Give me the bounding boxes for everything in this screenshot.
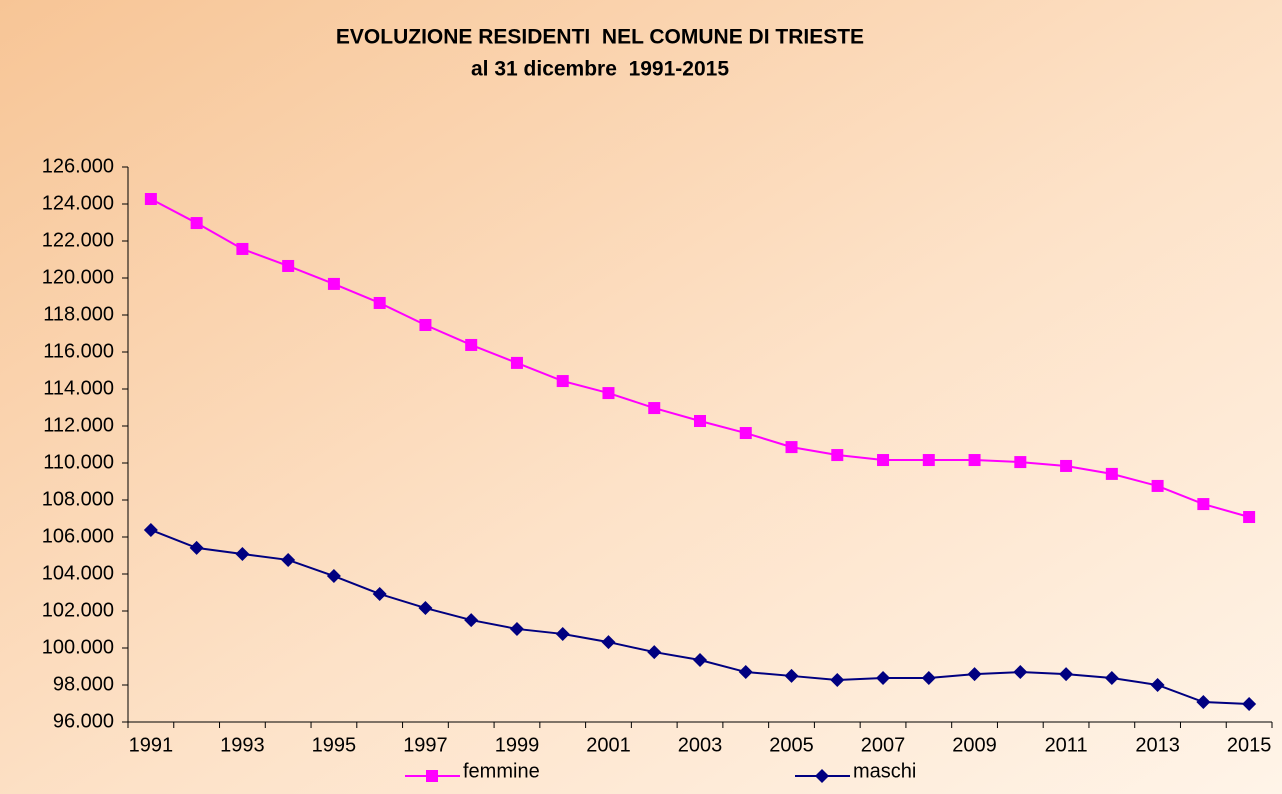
point — [1059, 667, 1074, 682]
chart-subtitle: al 31 dicembre 1991-2015 — [471, 58, 729, 81]
y-tick-label: 122.000 — [42, 229, 114, 251]
point — [556, 375, 569, 388]
y-tick-label: 106.000 — [42, 525, 114, 547]
legend-label: femmine — [463, 760, 540, 782]
x-tick-label: 2001 — [586, 734, 631, 756]
x-tick-label: 1993 — [220, 734, 265, 756]
point — [464, 613, 479, 628]
point — [922, 454, 935, 467]
y-tick-label: 100.000 — [42, 636, 114, 658]
legend-marker — [815, 769, 829, 783]
y-tick-label: 116.000 — [43, 340, 114, 362]
point — [738, 665, 753, 680]
y-tick-label: 96.000 — [53, 710, 114, 732]
x-tick-label: 2007 — [861, 734, 906, 756]
point — [831, 449, 844, 462]
x-tick-label: 2005 — [769, 734, 814, 756]
point — [373, 296, 386, 309]
point — [144, 193, 157, 206]
point — [1196, 695, 1211, 710]
x-tick-label: 2009 — [952, 734, 997, 756]
point — [648, 402, 661, 415]
y-tick-label: 98.000 — [53, 673, 114, 695]
legend-marker — [426, 770, 438, 782]
legend-label: maschi — [853, 760, 916, 782]
point — [602, 387, 615, 400]
point — [647, 645, 662, 660]
point — [510, 356, 523, 369]
point — [1013, 665, 1028, 680]
point — [693, 653, 707, 668]
point — [235, 547, 250, 562]
point — [236, 242, 249, 255]
x-tick-label: 2003 — [678, 734, 723, 756]
point — [784, 668, 799, 683]
point — [189, 540, 204, 555]
point — [785, 441, 798, 454]
y-tick-label: 126.000 — [42, 155, 114, 177]
point — [694, 415, 706, 428]
point — [601, 635, 616, 650]
point — [876, 670, 891, 685]
point — [372, 586, 387, 601]
point — [555, 626, 570, 641]
point — [143, 522, 158, 537]
point — [1243, 511, 1256, 524]
point — [326, 569, 341, 584]
chart-title: EVOLUZIONE RESIDENTI NEL COMUNE DI TRIES… — [336, 26, 864, 49]
point — [968, 454, 981, 467]
point — [327, 277, 340, 290]
point — [739, 427, 752, 440]
x-tick-label: 1999 — [495, 734, 540, 756]
y-tick-label: 112.000 — [43, 414, 114, 436]
x-tick-label: 2013 — [1135, 734, 1180, 756]
point — [1150, 678, 1165, 692]
point — [830, 673, 845, 688]
point — [1242, 697, 1257, 712]
y-tick-label: 108.000 — [42, 488, 114, 510]
point — [190, 217, 203, 230]
point — [465, 338, 478, 351]
point — [921, 670, 936, 685]
y-tick-label: 124.000 — [42, 192, 114, 214]
x-tick-label: 1991 — [129, 734, 174, 756]
point — [1014, 456, 1027, 469]
point — [1197, 498, 1210, 511]
x-tick-label: 1997 — [403, 734, 448, 756]
y-tick-label: 102.000 — [42, 599, 114, 621]
x-tick-label: 2011 — [1045, 734, 1088, 756]
y-tick-label: 118.000 — [43, 303, 114, 325]
y-tick-label: 120.000 — [42, 266, 114, 288]
point — [967, 667, 982, 682]
point — [282, 259, 295, 272]
point — [1105, 467, 1118, 480]
point — [877, 454, 890, 467]
point — [509, 621, 524, 636]
x-tick-label: 1995 — [312, 734, 357, 756]
point — [1104, 670, 1119, 685]
x-tick-label: 2015 — [1227, 734, 1272, 756]
point — [281, 552, 296, 567]
point — [419, 318, 432, 331]
point — [1151, 479, 1164, 492]
point — [1060, 459, 1073, 472]
y-tick-label: 114.000 — [43, 377, 114, 399]
y-tick-label: 104.000 — [42, 562, 114, 584]
point — [418, 601, 433, 616]
y-tick-label: 110.000 — [43, 451, 114, 473]
